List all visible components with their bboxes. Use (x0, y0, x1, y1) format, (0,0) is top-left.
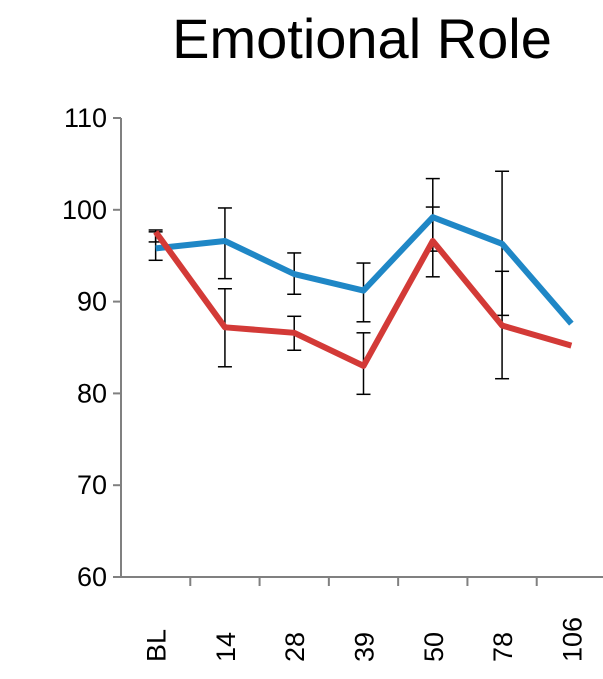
y-tick-label: 110 (64, 103, 107, 133)
series-lines (153, 214, 574, 369)
tick-labels: 110 100 90 80 70 60 BL 14 28 39 50 78 106 (62, 103, 587, 662)
x-tick-label: 50 (419, 632, 449, 662)
x-tick-label: 28 (280, 632, 310, 662)
y-tick-label: 60 (77, 562, 107, 592)
chart-title: Emotional Role (172, 7, 552, 70)
y-tick-label: 80 (77, 378, 107, 408)
y-tick-label: 100 (62, 195, 107, 225)
x-tick-label: 106 (557, 617, 587, 662)
x-tick-label: BL (142, 629, 172, 662)
x-tick-label: 78 (488, 632, 518, 662)
x-tick-label: 14 (211, 632, 241, 662)
x-tick-label: 39 (350, 632, 380, 662)
axes (113, 117, 603, 586)
y-tick-label: 70 (77, 470, 107, 500)
y-tick-label: 90 (77, 287, 107, 317)
